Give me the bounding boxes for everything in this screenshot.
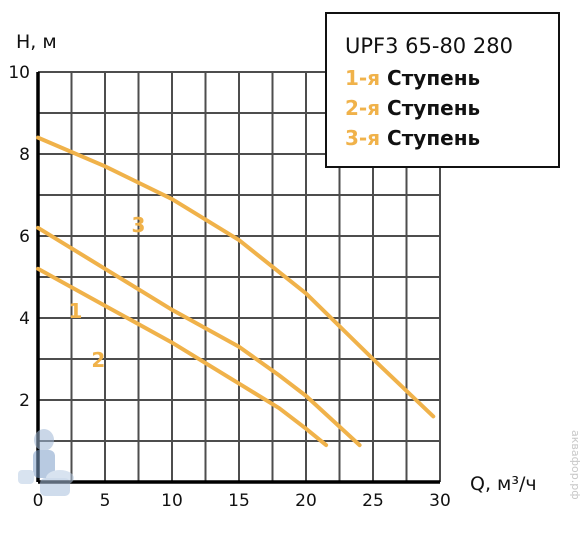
y-axis-title: H, м: [16, 31, 57, 53]
legend-item-3-text: Ступень: [387, 126, 481, 150]
y-tick-label: 10: [8, 63, 30, 83]
legend-item-3: 3-я Ступень: [345, 126, 480, 150]
legend-item-1-num: 1-я: [345, 66, 381, 90]
curve-stage-1: [36, 266, 329, 448]
legend-item-3-num: 3-я: [345, 126, 381, 150]
x-tick-label: 25: [362, 491, 384, 511]
watermark: аквафор.рф: [569, 430, 582, 500]
x-axis-title: Q, м³/ч: [470, 473, 537, 495]
curves: 1 2 3: [36, 135, 436, 448]
curve-stage-3: [36, 135, 436, 419]
legend-item-1-text: Ступень: [387, 66, 481, 90]
y-tick-label: 2: [19, 391, 30, 411]
x-tick-label: 10: [161, 491, 183, 511]
legend-item-1: 1-я Ступень: [345, 66, 480, 90]
curve-stage-2: [36, 225, 362, 448]
legend-item-2-text: Ступень: [387, 96, 481, 120]
legend-item-2: 2-я Ступень: [345, 96, 480, 120]
curve-label-stage-2: 2: [91, 348, 105, 372]
axes: [36, 72, 440, 484]
x-tick-label: 5: [100, 491, 111, 511]
x-tick-label: 20: [295, 491, 317, 511]
curve-label-stage-1: 1: [69, 299, 83, 323]
y-tick-label: 6: [19, 227, 30, 247]
y-tick-label: 4: [19, 309, 30, 329]
x-tick-label: 0: [33, 491, 44, 511]
legend-title: UPF3 65-80 280: [345, 34, 513, 58]
plumber-mascot-icon: [18, 429, 74, 496]
legend: UPF3 65-80 280 1-я Ступень 2-я Ступень 3…: [325, 12, 560, 168]
tick-labels: 0 5 10 15 20 25 30 2 4 6 8 10 H, м Q, м³/ч: [8, 31, 536, 511]
legend-item-2-num: 2-я: [345, 96, 381, 120]
curve-label-stage-3: 3: [132, 213, 146, 237]
x-tick-label: 15: [228, 491, 250, 511]
y-tick-label: 8: [19, 145, 30, 165]
x-tick-label: 30: [429, 491, 451, 511]
